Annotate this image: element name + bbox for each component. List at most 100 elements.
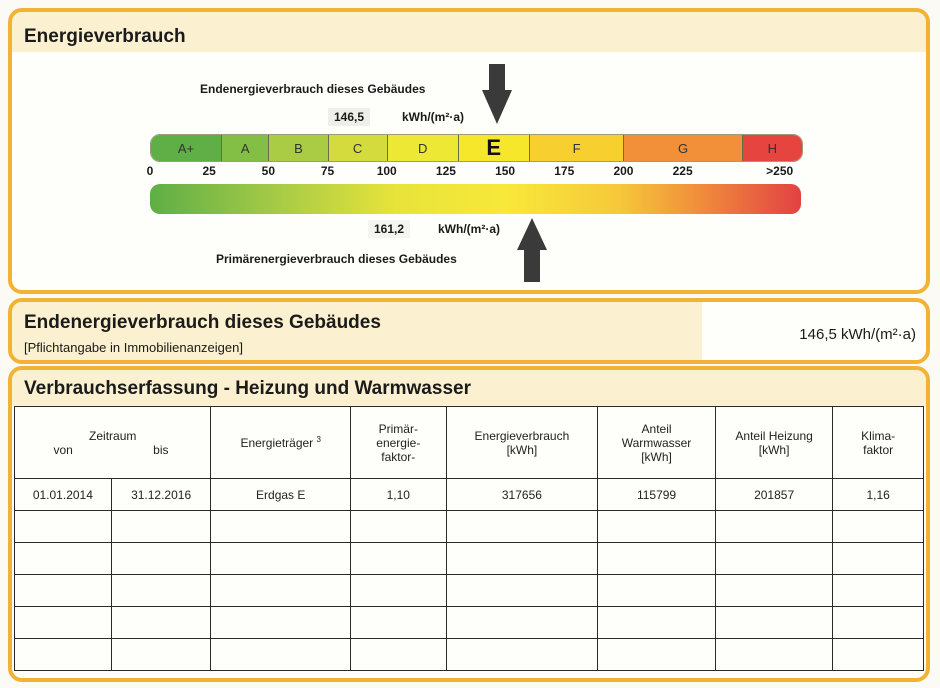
table-cell	[110, 574, 212, 607]
energy-class-d: D	[387, 135, 459, 161]
summary-subtitle: [Pflichtangabe in Immobilienanzeigen]	[24, 340, 243, 355]
header-line: Anteil Heizung	[735, 428, 813, 443]
table-cell	[349, 542, 447, 575]
table-cell: 01.01.2014	[14, 478, 112, 511]
energieverbrauch-panel: Energieverbrauch Endenergieverbrauch die…	[8, 8, 930, 294]
panel-header-band	[12, 12, 926, 52]
header-anteil-heizung: Anteil Heizung [kWh]	[714, 406, 834, 479]
table-cell	[714, 606, 834, 639]
table-cell	[14, 510, 112, 543]
table-cell: 115799	[597, 478, 716, 511]
table-cell	[349, 510, 447, 543]
scale-tick-label: 25	[202, 164, 216, 178]
table-cell	[832, 542, 924, 575]
end-energy-unit: kWh/(m²·a)	[402, 110, 464, 124]
scale-tick-label: 0	[146, 164, 154, 178]
table-cell	[210, 638, 351, 671]
table-cell	[110, 638, 212, 671]
end-energy-label: Endenergieverbrauch dieses Gebäudes	[200, 82, 426, 96]
header-line: Warmwasser	[621, 435, 692, 450]
table-cell	[210, 606, 351, 639]
header-von: von	[14, 442, 112, 479]
header-energieverbrauch: Energieverbrauch [kWh]	[445, 406, 599, 479]
panel-title: Energieverbrauch	[24, 26, 186, 47]
header-line: Primär-	[378, 421, 418, 436]
table-cell	[210, 574, 351, 607]
header-zeitraum: Zeitraum	[13, 406, 212, 443]
table-cell	[597, 574, 716, 607]
table-cell: Erdgas E	[210, 478, 351, 511]
energy-class-c: C	[328, 135, 388, 161]
header-line: Energieverbrauch	[474, 428, 570, 443]
table-row	[14, 638, 924, 671]
end-energy-arrow	[481, 64, 512, 128]
scale-tick-label: 175	[554, 164, 575, 178]
endenergie-summary-panel: Endenergieverbrauch dieses Gebäudes [Pfl…	[8, 298, 930, 364]
table-row: 01.01.2014 31.12.2016 Erdgas E 1,10 317656 11…	[14, 478, 924, 511]
table-cell	[210, 510, 351, 543]
table-cell	[445, 638, 599, 671]
scale-tick-label: 150	[495, 164, 516, 178]
primary-energy-value: 161,2	[368, 220, 411, 238]
table-cell	[14, 542, 112, 575]
table-cell	[832, 574, 924, 607]
energy-class-f: F	[529, 135, 625, 161]
header-klimafaktor: Klima- faktor	[832, 406, 924, 479]
energy-class-b: B	[269, 135, 329, 161]
primary-energy-arrow	[516, 218, 547, 282]
table-cell	[714, 638, 834, 671]
scale-tick-label: >250	[766, 164, 794, 178]
header-line: [kWh]	[758, 442, 790, 457]
primary-energy-unit: kWh/(m²·a)	[438, 222, 500, 236]
table-cell	[110, 606, 212, 639]
energy-class-h: H	[742, 135, 802, 161]
primary-energy-gradient	[150, 184, 801, 214]
table-cell	[210, 542, 351, 575]
header-primaerenergiefaktor: Primär- energie- faktor-	[349, 406, 447, 479]
table-cell	[832, 606, 924, 639]
summary-value: 146,5 kWh/(m²·a)	[799, 326, 916, 343]
table-cell: 1,16	[832, 478, 924, 511]
header-line: faktor-	[381, 449, 416, 464]
header-line: Anteil	[641, 421, 672, 436]
table-cell	[110, 510, 212, 543]
table-cell: 201857	[714, 478, 834, 511]
header-bis: bis	[111, 442, 212, 479]
table-section-title: Verbrauchserfassung - Heizung und Warmwa…	[24, 378, 471, 399]
table-cell	[349, 574, 447, 607]
table-row	[14, 574, 924, 607]
table-cell	[445, 606, 599, 639]
table-row	[14, 542, 924, 575]
table-cell	[14, 606, 112, 639]
header-line: faktor	[863, 442, 894, 457]
panel-header-band	[12, 370, 926, 406]
table-cell: 1,10	[349, 478, 447, 511]
energy-class-e: E	[458, 135, 530, 161]
scale-tick-label: 100	[376, 164, 397, 178]
energy-class-scale: A+ A B C D E F G H	[150, 134, 803, 162]
table-cell	[349, 606, 447, 639]
table-cell	[597, 542, 716, 575]
table-cell	[714, 574, 834, 607]
header-anteil-warmwasser: Anteil Warmwasser [kWh]	[597, 406, 716, 479]
table-cell	[14, 574, 112, 607]
table-cell	[597, 510, 716, 543]
header-line: [kWh]	[506, 442, 538, 457]
scale-tick-label: 50	[261, 164, 276, 178]
table-cell	[14, 638, 112, 671]
table-row	[14, 510, 924, 543]
table-cell: 317656	[445, 478, 599, 511]
summary-title: Endenergieverbrauch dieses Gebäudes	[24, 312, 381, 333]
scale-ticks: 0 25 50 75 100 125 150 175 200 225 >250	[146, 164, 801, 180]
scale-tick-label: 75	[320, 164, 335, 178]
scale-tick-label: 125	[435, 164, 456, 178]
scale-tick-label: 200	[613, 164, 634, 178]
table-cell	[832, 638, 924, 671]
table-cell	[445, 510, 599, 543]
table-cell	[714, 542, 834, 575]
table-cell	[714, 510, 834, 543]
table-row	[14, 606, 924, 639]
panel-header-band	[12, 302, 702, 360]
table-cell	[445, 542, 599, 575]
primary-energy-label: Primärenergieverbrauch dieses Gebäudes	[216, 252, 457, 266]
